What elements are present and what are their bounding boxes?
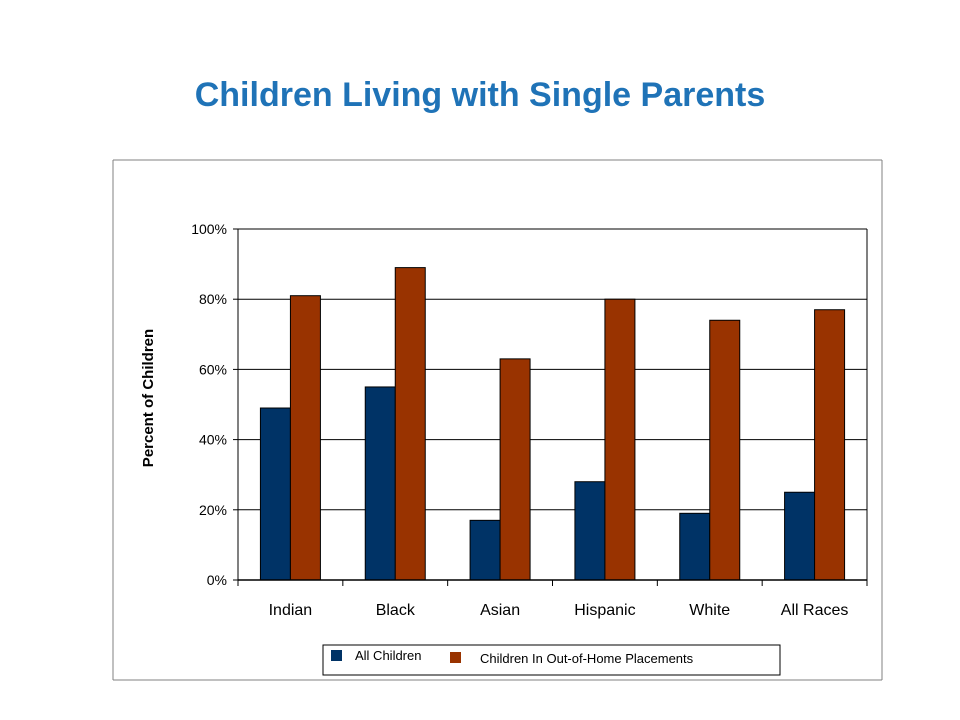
y-tick-label: 100% [191,221,227,237]
y-tick-label: 40% [199,432,227,448]
x-tick-label: White [689,602,730,619]
bars [259,267,846,581]
y-axis-label: Percent of Children [140,329,157,467]
bar-all-children-white [679,512,711,581]
bar-out-of-home-indian [289,295,321,581]
x-tick-label: Black [376,602,416,619]
chart-frame [112,159,883,681]
bar-all-children-black [364,386,396,581]
y-tick-label: 60% [199,361,227,377]
bar-out-of-home-hispanic [604,298,636,581]
legend-swatch-out-of-home [450,652,461,663]
y-tick-label: 80% [199,291,227,307]
y-tick-label: 0% [207,572,227,588]
bar-all-children-hispanic [574,481,606,581]
x-tick-label: All Races [781,602,849,619]
bar-out-of-home-asian [499,358,531,581]
legend-label-all-children: All Children [355,648,421,663]
legend-swatch-all-children [331,650,342,661]
bar-all-children-all-races [784,491,816,581]
bar-out-of-home-white [709,319,741,581]
bar-all-children-asian [469,519,501,581]
bar-out-of-home-black [394,267,426,581]
bar-out-of-home-all-races [814,309,846,581]
x-tick-label: Asian [480,602,520,619]
legend: All Children Children In Out-of-Home Plac… [322,644,781,676]
x-tick-label: Indian [269,602,313,619]
legend-label-out-of-home: Children In Out-of-Home Placements [480,651,694,666]
legend-box [322,644,781,676]
axes [233,228,868,586]
x-tick-label: Hispanic [574,602,635,619]
y-tick-label: 20% [199,502,227,518]
chart-title: Children Living with Single Parents [194,76,766,114]
axis-labels: 0% 20% 40% 60% 80% 100% Indian Black Asian Hispan… [140,221,848,619]
bar-all-children-indian [259,407,291,581]
gridlines [238,228,867,581]
